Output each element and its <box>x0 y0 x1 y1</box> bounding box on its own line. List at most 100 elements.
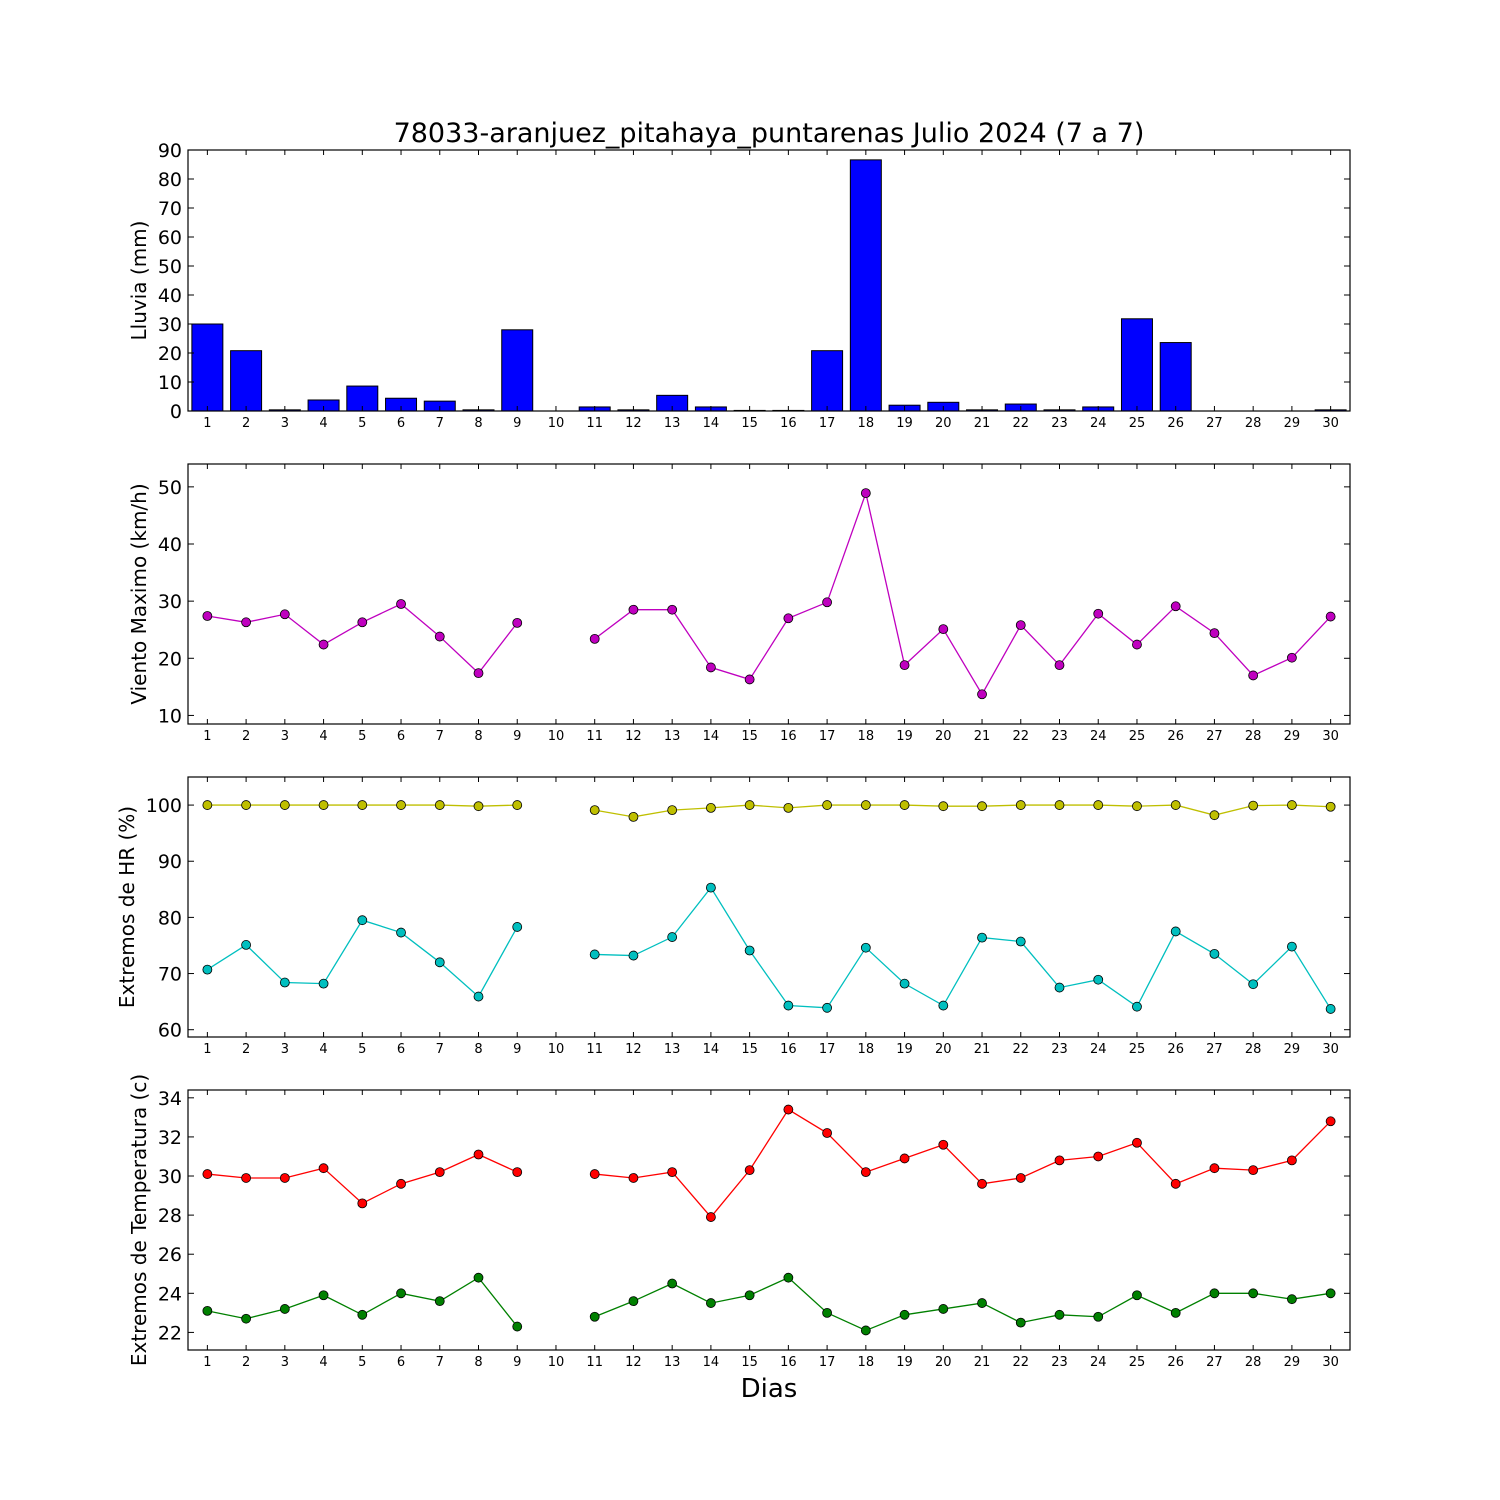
x-tick-label-23: 23 <box>1051 729 1068 744</box>
y-tick-label: 10 <box>158 705 182 727</box>
y-tick-label: 70 <box>158 964 182 986</box>
temperature-series-1-point-day-29 <box>1287 1294 1297 1305</box>
humidity-series-1-point-day-8 <box>473 991 484 1002</box>
humidity-series-1-point-day-27 <box>1209 948 1220 959</box>
temperature-series-1-point-day-26 <box>1170 1307 1181 1318</box>
y-tick-label: 50 <box>158 477 182 499</box>
temperature-series-0-point-day-18 <box>860 1167 871 1178</box>
x-tick-label-15: 15 <box>741 416 758 431</box>
x-tick-label-29: 29 <box>1284 1042 1301 1057</box>
x-tick-label-28: 28 <box>1245 1355 1262 1370</box>
x-tick-label-18: 18 <box>858 1042 875 1057</box>
y-tick-label: 34 <box>158 1088 182 1110</box>
x-tick-label-3: 3 <box>281 729 289 744</box>
x-tick-label-17: 17 <box>819 729 836 744</box>
x-tick-label-26: 26 <box>1167 729 1184 744</box>
temperature-series-1-point-day-1 <box>202 1306 213 1316</box>
wind-series-0-point-day-2 <box>241 617 252 628</box>
rain-bar-day-1 <box>191 323 224 412</box>
plot-frame <box>187 463 1351 725</box>
humidity-series-0-point-day-2 <box>241 800 252 810</box>
wind-series-0-point-day-30 <box>1325 611 1336 622</box>
temperature-series-1-point-day-19 <box>899 1309 910 1320</box>
x-tick-label-5: 5 <box>358 416 366 431</box>
x-tick-label-14: 14 <box>703 1042 720 1057</box>
y-tick-label: 10 <box>158 372 182 394</box>
wind-series-0-point-day-3 <box>279 609 290 620</box>
x-tick-label-28: 28 <box>1245 416 1262 431</box>
x-tick-label-30: 30 <box>1322 1355 1339 1370</box>
y-tick-label: 80 <box>158 169 182 191</box>
x-tick-label-30: 30 <box>1322 1042 1339 1057</box>
temperature-series-0-point-day-14 <box>706 1212 716 1222</box>
humidity-series-0-point-day-1 <box>202 800 213 810</box>
humidity-series-0-point-day-7 <box>434 800 445 810</box>
x-tick-label-17: 17 <box>819 416 836 431</box>
rain-bar-day-9 <box>501 329 534 412</box>
y-tick-label: 24 <box>158 1283 182 1305</box>
x-tick-label-1: 1 <box>203 416 211 431</box>
y-tick-label: 100 <box>146 795 182 817</box>
humidity-series-0-point-day-20 <box>938 801 949 812</box>
x-tick-label-7: 7 <box>436 1355 444 1370</box>
humidity-series-0-point-day-16 <box>783 802 794 813</box>
wind-series-0-point-day-23 <box>1054 660 1065 671</box>
plot-frame <box>187 776 1351 1038</box>
x-tick-label-22: 22 <box>1012 729 1029 744</box>
x-tick-label-12: 12 <box>625 1355 642 1370</box>
temperature-series-1-point-day-30 <box>1325 1288 1336 1299</box>
x-tick-label-18: 18 <box>858 416 875 431</box>
x-tick-label-4: 4 <box>319 729 327 744</box>
rain-bar-day-26 <box>1159 342 1192 412</box>
x-tick-label-25: 25 <box>1129 416 1146 431</box>
x-tick-label-10: 10 <box>548 1355 565 1370</box>
humidity-series-1-point-day-12 <box>628 950 639 961</box>
x-tick-label-16: 16 <box>780 1355 797 1370</box>
x-tick-label-23: 23 <box>1051 416 1068 431</box>
temperature-series-1-point-day-9 <box>512 1321 523 1332</box>
temperature-series-0-point-day-5 <box>357 1198 368 1209</box>
humidity-series-0-point-day-24 <box>1093 800 1104 810</box>
humidity-series-1-point-day-20 <box>938 1000 949 1011</box>
humidity-series-0-point-day-25 <box>1132 801 1142 812</box>
x-tick-label-12: 12 <box>625 1042 642 1057</box>
x-tick-label-30: 30 <box>1322 729 1339 744</box>
y-axis-label-wind: Viento Maximo (km/h) <box>127 483 151 704</box>
wind-series-0-point-day-17 <box>822 597 832 608</box>
x-tick-label-25: 25 <box>1129 729 1146 744</box>
x-tick-label-12: 12 <box>625 416 642 431</box>
rain-bar-day-2 <box>230 350 263 412</box>
temperature-series-0-point-day-15 <box>744 1165 755 1176</box>
x-tick-label-6: 6 <box>397 416 405 431</box>
x-tick-label-7: 7 <box>436 416 444 431</box>
humidity-series-0-point-day-6 <box>396 800 406 810</box>
temperature-series-1-point-day-24 <box>1093 1311 1104 1322</box>
plot-area <box>188 150 1350 411</box>
x-tick-label-3: 3 <box>281 416 289 431</box>
humidity-series-1-point-day-17 <box>822 1002 832 1013</box>
temperature-series-0-point-day-19 <box>899 1153 910 1164</box>
temperature-series-0-point-day-24 <box>1093 1151 1104 1162</box>
humidity-series-0-point-day-17 <box>822 800 832 810</box>
y-axis-label-temperature: Extremos de Temperatura (c) <box>127 1074 151 1366</box>
temperature-series-0-point-day-29 <box>1287 1155 1297 1166</box>
temperature-series-0-point-day-6 <box>396 1178 406 1189</box>
humidity-series-1-point-day-18 <box>860 942 871 953</box>
x-tick-label-8: 8 <box>474 416 482 431</box>
x-tick-label-2: 2 <box>242 729 250 744</box>
plot-frame <box>187 149 1351 412</box>
y-tick-label: 50 <box>158 256 182 278</box>
humidity-series-0-point-day-26 <box>1170 800 1181 810</box>
y-tick-label: 60 <box>158 227 182 249</box>
x-tick-label-20: 20 <box>935 729 952 744</box>
humidity-series-1-point-day-25 <box>1132 1001 1142 1012</box>
temperature-series-1-point-day-6 <box>396 1288 406 1299</box>
x-tick-label-8: 8 <box>474 729 482 744</box>
wind-series-0-point-day-9 <box>512 617 523 628</box>
temperature-series-1-point-day-28 <box>1248 1288 1259 1299</box>
x-tick-label-24: 24 <box>1090 1042 1107 1057</box>
x-tick-label-30: 30 <box>1322 416 1339 431</box>
humidity-series-1-point-day-4 <box>318 978 329 989</box>
